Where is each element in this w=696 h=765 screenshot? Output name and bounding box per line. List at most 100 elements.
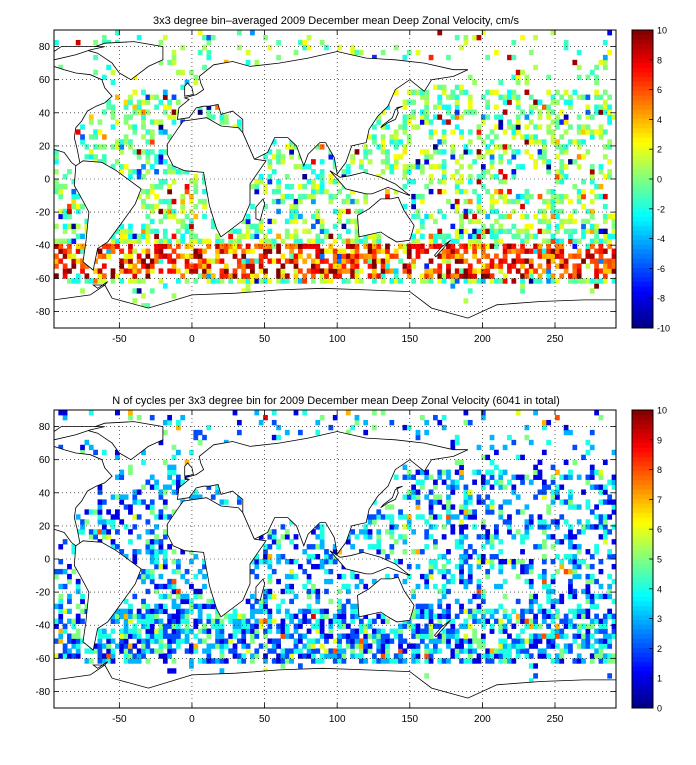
bin-cell <box>411 588 416 595</box>
bin-cell <box>550 603 556 610</box>
bin-cell <box>524 193 530 200</box>
bin-cell <box>180 208 186 215</box>
bin-cell <box>459 563 464 570</box>
bin-cell <box>62 174 68 180</box>
bin-cell <box>541 104 547 110</box>
bin-cell <box>463 489 469 495</box>
bin-cell <box>202 238 207 244</box>
bin-cell <box>254 228 260 235</box>
bin-cell <box>598 524 604 530</box>
bin-cell <box>245 233 251 239</box>
bin-cell <box>372 263 377 269</box>
bin-cell <box>184 459 190 466</box>
bin-cell <box>93 509 98 515</box>
bin-cell <box>358 628 364 634</box>
bin-cell <box>293 203 299 210</box>
bin-cell <box>594 273 599 279</box>
bin-cell <box>480 139 486 145</box>
bin-cell <box>80 608 85 615</box>
bin-cell <box>80 248 85 254</box>
bin-cell <box>459 179 464 185</box>
bin-cell <box>132 129 138 135</box>
bin-cell <box>132 633 138 639</box>
bin-cell <box>585 149 591 155</box>
bin-cell <box>507 243 512 249</box>
bin-cell <box>389 139 395 145</box>
bin-cell <box>433 524 438 530</box>
bin-cell <box>419 608 425 615</box>
bin-cell <box>67 653 72 659</box>
bin-cell <box>398 243 403 249</box>
bin-cell <box>54 653 59 659</box>
bin-cell <box>419 218 425 225</box>
bin-cell <box>528 568 534 575</box>
colorbar-segment <box>632 62 653 68</box>
bin-cell <box>202 573 207 580</box>
bin-cell <box>149 134 155 140</box>
bin-cell <box>437 139 443 145</box>
bin-cell <box>572 59 578 66</box>
bin-cell <box>607 643 613 649</box>
bin-cell <box>524 474 530 480</box>
bin-cell <box>585 208 591 215</box>
bin-cell <box>319 253 325 259</box>
bin-cell <box>546 613 552 619</box>
bin-cell <box>271 539 277 545</box>
bin-cell <box>206 613 212 619</box>
bin-cell <box>219 258 225 264</box>
bin-cell <box>507 144 512 150</box>
bin-cell <box>311 268 316 274</box>
bin-cell <box>184 188 190 195</box>
bin-cell <box>589 563 595 570</box>
bin-cell <box>206 109 212 115</box>
bin-cell <box>559 514 565 520</box>
bin-cell <box>302 243 308 249</box>
bin-cell <box>550 258 556 264</box>
bin-cell <box>441 188 447 195</box>
bin-cell <box>154 238 159 244</box>
bin-cell <box>372 618 377 624</box>
bin-cell <box>494 479 499 485</box>
bin-cell <box>167 593 173 600</box>
bin-cell <box>284 623 290 629</box>
coastline <box>166 117 267 238</box>
bin-cell <box>537 623 543 629</box>
bin-cell <box>154 94 159 100</box>
bin-cell <box>520 203 525 210</box>
bin-cell <box>476 469 482 475</box>
bin-cell <box>524 648 530 654</box>
bin-cell <box>572 218 578 225</box>
bin-cell <box>402 174 408 180</box>
bin-cell <box>472 188 477 195</box>
bin-cell <box>467 573 473 580</box>
bin-cell <box>219 278 225 284</box>
bin-cell <box>393 539 399 545</box>
bin-cell <box>480 233 486 239</box>
bin-cell <box>158 59 164 66</box>
bin-cell <box>145 618 151 624</box>
bin-cell <box>132 658 138 664</box>
bin-cell <box>145 529 151 535</box>
bin-cell <box>276 623 281 629</box>
colorbar-segment <box>632 437 653 444</box>
bin-cell <box>293 243 299 249</box>
bin-cell <box>341 223 347 230</box>
bin-cell <box>411 233 416 239</box>
bin-cell <box>515 474 521 480</box>
bin-cell <box>193 593 199 600</box>
bin-cell <box>576 94 582 100</box>
bin-cell <box>358 658 364 664</box>
bin-cell <box>258 623 264 629</box>
bin-cell <box>533 613 538 619</box>
bin-cell <box>110 104 116 110</box>
bin-cell <box>289 519 295 525</box>
bin-cell <box>67 648 72 654</box>
bin-cell <box>467 509 473 515</box>
bin-cell <box>594 129 599 135</box>
bin-cell <box>581 623 586 629</box>
bin-cell <box>267 228 273 235</box>
bin-cell <box>494 583 499 590</box>
bin-cell <box>289 648 295 654</box>
bin-cell <box>58 444 64 451</box>
bin-cell <box>236 263 242 269</box>
